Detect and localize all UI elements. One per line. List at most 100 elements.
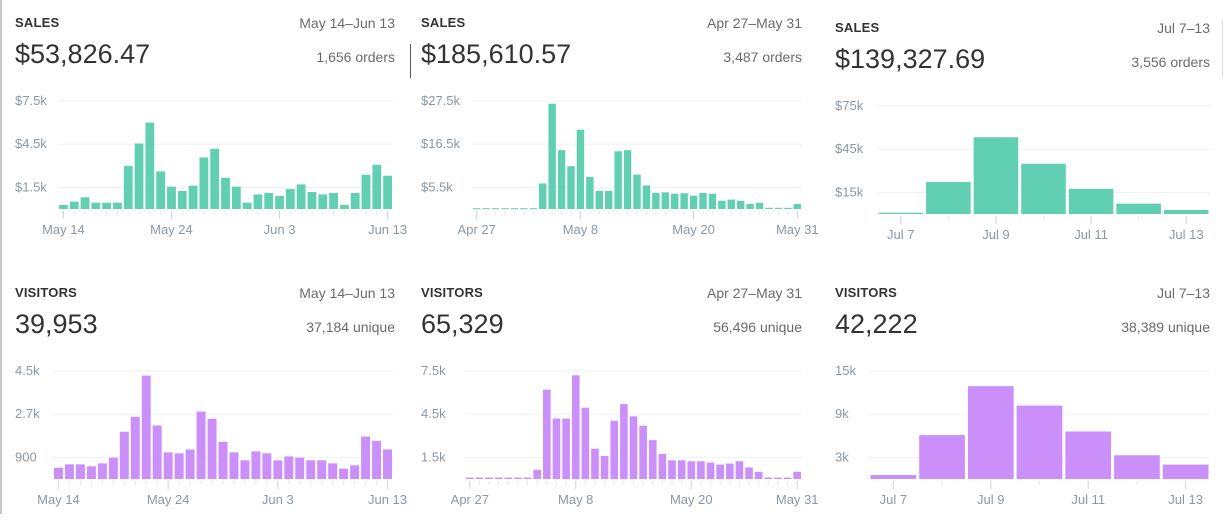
sub-count: 37,184 unique [306, 319, 395, 335]
x-tick-label: Jul 9 [982, 227, 1009, 242]
card-title: VISITORS [15, 285, 78, 300]
bar [284, 456, 294, 479]
bar [784, 207, 792, 209]
bar [783, 477, 792, 479]
bar [591, 448, 599, 479]
bar [145, 122, 155, 209]
y-tick-label: $4.5k [15, 136, 47, 151]
bar [774, 477, 782, 479]
date-range[interactable]: Apr 27–May 31 [707, 285, 802, 301]
bar [668, 460, 676, 479]
bar [642, 185, 651, 209]
x-tick-label: Jul 11 [1074, 227, 1108, 242]
bar [746, 203, 754, 209]
bar [605, 190, 613, 209]
bar [543, 389, 551, 479]
bar [134, 143, 144, 209]
bar [339, 468, 349, 479]
bar-chart: 3k 9k 15k Jul 7 Jul 9 Jul 11 Jul 13 [835, 363, 1210, 507]
bar [1021, 163, 1066, 214]
bar [199, 157, 209, 209]
y-tick-label: 4.5k [421, 406, 446, 421]
bar [973, 137, 1019, 214]
bar [539, 183, 547, 209]
bar [156, 171, 166, 209]
y-tick-label: $27.5k [421, 93, 461, 108]
bar [295, 457, 305, 479]
card-title: SALES [421, 15, 466, 30]
bar [350, 465, 360, 479]
bar [1114, 455, 1160, 479]
bar [510, 208, 519, 210]
date-range[interactable]: Jul 7–13 [1157, 20, 1210, 36]
x-tick-label: Apr 27 [458, 222, 496, 237]
bar [870, 475, 917, 479]
bar [1162, 464, 1209, 479]
bar [188, 185, 198, 209]
bar [221, 177, 230, 209]
bar [207, 418, 217, 479]
bar [754, 471, 763, 479]
y-tick-label: 900 [15, 449, 37, 464]
bar [623, 150, 632, 209]
bar [529, 208, 537, 210]
x-tick-label: Jul 13 [1168, 492, 1203, 507]
date-range[interactable]: Apr 27–May 31 [707, 15, 802, 31]
bar [86, 466, 96, 479]
total-value: 39,953 [15, 309, 98, 339]
x-tick-label: May 20 [670, 492, 713, 507]
bar [755, 202, 764, 209]
card-sales-apr: SALES Apr 27–May 31 $185,610.57 3,487 or… [421, 15, 819, 255]
bar [185, 449, 195, 479]
bar [251, 451, 261, 479]
bar [473, 208, 481, 210]
divider [410, 44, 411, 78]
bar [745, 467, 753, 479]
card-visitors-apr: VISITORS Apr 27–May 31 65,329 56,496 uni… [421, 285, 819, 525]
bar [466, 477, 474, 479]
bar [328, 463, 338, 479]
bar [697, 461, 705, 479]
bar [708, 193, 717, 209]
x-tick-label: May 14 [37, 492, 80, 507]
sub-count: 38,389 unique [1121, 319, 1210, 335]
bar [210, 148, 220, 209]
x-tick-label: May 20 [672, 222, 715, 237]
x-tick-label: Jul 11 [1071, 492, 1105, 507]
bar [652, 192, 660, 209]
card-visitors-may: VISITORS May 14–Jun 13 39,953 37,184 uni… [15, 285, 407, 525]
bar [285, 188, 295, 209]
bar [196, 411, 206, 479]
bar [687, 461, 696, 479]
date-range[interactable]: May 14–Jun 13 [299, 15, 395, 31]
y-tick-label: $15k [835, 184, 864, 199]
date-range[interactable]: May 14–Jun 13 [299, 285, 395, 301]
bar [119, 431, 129, 479]
card-title: SALES [15, 15, 60, 30]
bar [177, 191, 187, 209]
bar [677, 460, 686, 479]
bar [372, 440, 382, 479]
bar [501, 208, 509, 210]
bar [557, 150, 566, 209]
total-value: $185,610.57 [421, 39, 572, 69]
x-tick-label: Jul 13 [1169, 227, 1204, 242]
bar [97, 463, 107, 479]
bar-chart: 900 2.7k 4.5k May 14 May 24 Jun 3 Jun 13 [15, 363, 407, 507]
bar [600, 455, 609, 479]
bar [306, 460, 316, 479]
bar [571, 375, 580, 479]
x-tick-label: May 8 [563, 222, 598, 237]
total-value: 42,222 [835, 309, 918, 339]
x-tick-label: Apr 27 [451, 492, 489, 507]
bar [661, 192, 669, 209]
bar [725, 463, 734, 479]
bar [383, 449, 392, 479]
bar [91, 202, 101, 209]
date-range[interactable]: Jul 7–13 [1157, 285, 1210, 301]
bar [264, 193, 274, 209]
y-tick-label: $16.5k [421, 136, 461, 151]
bar [253, 194, 263, 209]
bar [262, 453, 272, 479]
bar [1163, 209, 1209, 214]
